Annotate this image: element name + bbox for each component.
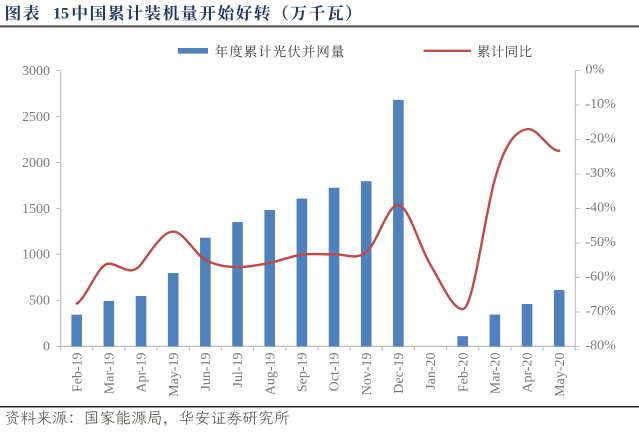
svg-text:-10%: -10%	[586, 97, 617, 112]
svg-text:-80%: -80%	[586, 339, 617, 354]
svg-text:-70%: -70%	[586, 304, 617, 319]
svg-text:15: 15	[53, 5, 69, 22]
svg-text:1000: 1000	[22, 248, 50, 263]
svg-text:Mar-20: Mar-20	[488, 353, 503, 395]
svg-text:Aug-19: Aug-19	[263, 353, 278, 396]
svg-text:Feb-20: Feb-20	[456, 353, 471, 393]
svg-text:2000: 2000	[22, 156, 50, 171]
svg-text:3000: 3000	[22, 64, 50, 79]
svg-text:500: 500	[29, 294, 50, 309]
svg-text:-50%: -50%	[586, 235, 617, 250]
svg-text:Apr-19: Apr-19	[135, 353, 150, 393]
svg-text:0: 0	[43, 340, 50, 355]
svg-text:Feb-19: Feb-19	[70, 353, 85, 393]
svg-text:Mar-19: Mar-19	[102, 353, 117, 395]
svg-text:-40%: -40%	[586, 201, 617, 216]
svg-text:-20%: -20%	[586, 132, 617, 147]
svg-text:May-20: May-20	[553, 353, 568, 397]
svg-text:Jul-19: Jul-19	[231, 353, 246, 388]
svg-text:Oct-19: Oct-19	[328, 353, 343, 392]
svg-text:Jun-19: Jun-19	[199, 353, 214, 391]
svg-text:-60%: -60%	[586, 270, 617, 285]
svg-text:0%: 0%	[586, 63, 605, 78]
svg-text:Sep-19: Sep-19	[295, 353, 310, 393]
svg-text:Nov-19: Nov-19	[360, 353, 375, 396]
svg-text:May-19: May-19	[167, 353, 182, 397]
svg-text:Jan-20: Jan-20	[424, 353, 439, 390]
svg-text:1500: 1500	[22, 202, 50, 217]
svg-text:Apr-20: Apr-20	[521, 353, 536, 393]
svg-text:2500: 2500	[22, 110, 50, 125]
svg-text:Dec-19: Dec-19	[392, 353, 407, 394]
svg-text:-30%: -30%	[586, 166, 617, 181]
